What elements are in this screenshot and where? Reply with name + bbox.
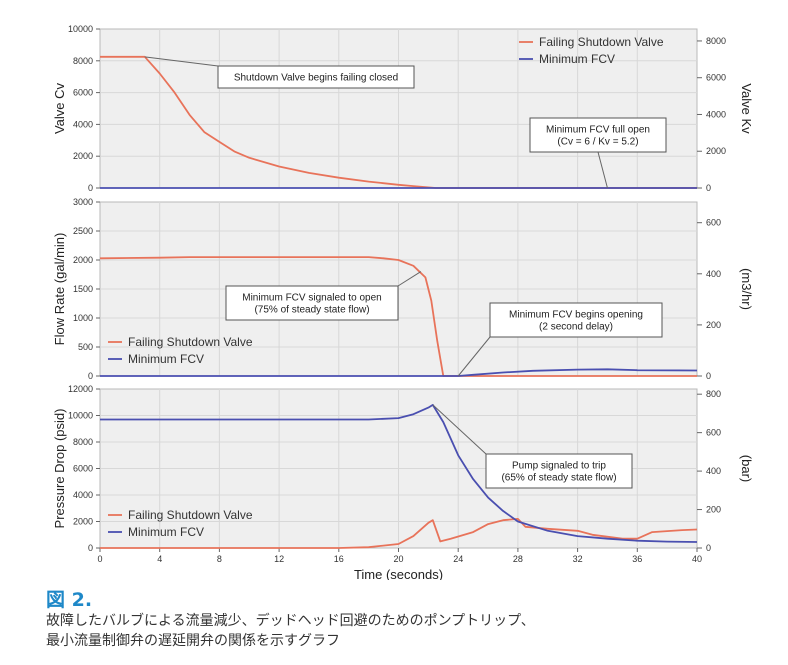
chart-figure: 020004000600080001000002000400060008000V… <box>52 24 754 580</box>
y-tick-label: 4000 <box>73 490 93 500</box>
y-tick-label: 8000 <box>73 56 93 66</box>
x-tick-label: 0 <box>97 554 102 564</box>
x-tick-label: 28 <box>513 554 523 564</box>
y-axis-label: Pressure Drop (psid) <box>52 409 67 529</box>
y2-tick-label: 4000 <box>706 109 726 119</box>
y2-tick-label: 400 <box>706 269 721 279</box>
legend-entry: Failing Shutdown Valve <box>128 508 253 522</box>
legend-entry: Minimum FCV <box>128 525 204 539</box>
annotation-box <box>217 65 415 89</box>
x-tick-label: 32 <box>573 554 583 564</box>
x-tick-label: 40 <box>692 554 702 564</box>
y-tick-label: 10000 <box>68 411 93 421</box>
y2-axis-label: (bar) <box>739 455 754 482</box>
y2-tick-label: 8000 <box>706 36 726 46</box>
legend-entry: Minimum FCV <box>128 352 204 366</box>
annotation-text: (2 second delay) <box>539 322 613 333</box>
y2-tick-label: 0 <box>706 183 711 193</box>
annotation-leader <box>457 336 491 377</box>
y2-tick-label: 0 <box>706 371 711 381</box>
y-tick-label: 0 <box>88 543 93 553</box>
annotation: Shutdown Valve begins failing closed <box>144 56 415 89</box>
legend-entry: Failing Shutdown Valve <box>539 35 664 49</box>
annotation-text: Pump signaled to trip <box>512 461 606 472</box>
annotation-text: Minimum FCV full open <box>546 125 650 136</box>
figure-label: 図 2. <box>46 589 93 611</box>
x-tick-label: 4 <box>157 554 162 564</box>
y-tick-label: 12000 <box>68 384 93 394</box>
y-tick-label: 500 <box>78 342 93 352</box>
series-line-minimum-fcv <box>100 404 697 543</box>
legend: Failing Shutdown Valve Minimum FCV <box>108 508 253 539</box>
y-tick-label: 2000 <box>73 255 93 265</box>
annotation-text: Minimum FCV signaled to open <box>242 293 382 304</box>
x-tick-label: 12 <box>274 554 284 564</box>
series-line-failing-shutdown-valve <box>100 518 697 549</box>
y-tick-label: 0 <box>88 371 93 381</box>
x-axis-label: Time (seconds) <box>354 567 443 580</box>
x-tick-label: 36 <box>632 554 642 564</box>
y-tick-label: 10000 <box>68 24 93 34</box>
y-tick-label: 1000 <box>73 313 93 323</box>
annotation-box <box>489 302 663 338</box>
figure-caption: 故障したバルブによる流量減少、デッドヘッド回避のためのポンプトリップ、 最小流量… <box>46 611 766 651</box>
y-tick-label: 3000 <box>73 197 93 207</box>
x-tick-label: 8 <box>217 554 222 564</box>
annotation-leader <box>144 56 219 67</box>
legend: Failing Shutdown Valve Minimum FCV <box>108 335 253 366</box>
y-tick-label: 1500 <box>73 284 93 294</box>
y2-tick-label: 2000 <box>706 146 726 156</box>
annotation-text: Minimum FCV begins opening <box>509 310 643 321</box>
y-tick-label: 6000 <box>73 464 93 474</box>
y-axis-label: Valve Cv <box>52 82 67 134</box>
y2-axis-label: (m3/hr) <box>739 268 754 310</box>
series-line-minimum-fcv <box>100 368 697 377</box>
annotation-box <box>485 453 633 489</box>
y-tick-label: 0 <box>88 183 93 193</box>
annotation-box <box>225 285 399 321</box>
caption-line-2: 最小流量制御弁の遅延開弁の関係を示すグラフ <box>46 633 340 649</box>
y2-tick-label: 6000 <box>706 73 726 83</box>
x-tick-label: 20 <box>393 554 403 564</box>
y-tick-label: 4000 <box>73 119 93 129</box>
y2-tick-label: 200 <box>706 320 721 330</box>
y-tick-label: 2500 <box>73 226 93 236</box>
annotation-box <box>529 117 667 153</box>
legend: Failing Shutdown Valve Minimum FCV <box>519 35 664 66</box>
annotation: Pump signaled to trip(65% of steady stat… <box>432 404 633 489</box>
y2-axis-label: Valve Kv <box>739 83 754 134</box>
annotation: Minimum FCV begins opening(2 second dela… <box>457 302 663 377</box>
y2-tick-label: 600 <box>706 218 721 228</box>
y2-tick-label: 600 <box>706 428 721 438</box>
x-tick-label: 24 <box>453 554 463 564</box>
annotation-text: (75% of steady state flow) <box>254 305 369 316</box>
series-line-failing-shutdown-valve <box>100 55 697 189</box>
x-tick-label: 16 <box>334 554 344 564</box>
annotation-leader <box>432 404 487 455</box>
chart-panel-1: 0 2000 4000 6000 8000 10000 0 2000 4000 6000 8000 V… <box>52 24 754 193</box>
annotation: Minimum FCV full open(Cv = 6 / Kv = 5.2) <box>529 117 667 189</box>
y2-tick-label: 200 <box>706 505 721 515</box>
y-tick-label: 8000 <box>73 437 93 447</box>
y-axis-label: Flow Rate (gal/min) <box>52 233 67 346</box>
annotation-text: (65% of steady state flow) <box>501 473 616 484</box>
chart-panel-3: 0200040006000800010000120000200400600800… <box>52 384 754 580</box>
y-tick-label: 6000 <box>73 88 93 98</box>
legend-entry: Failing Shutdown Valve <box>128 335 253 349</box>
y-tick-label: 2000 <box>73 151 93 161</box>
y2-tick-label: 800 <box>706 389 721 399</box>
chart-panel-2: 0 500 1000 1500 2000 2500 3000 0 200 400 600 Flow R… <box>52 197 754 381</box>
caption-line-1: 故障したバルブによる流量減少、デッドヘッド回避のためのポンプトリップ、 <box>46 613 535 629</box>
legend-entry: Minimum FCV <box>539 52 615 66</box>
annotation: Minimum FCV signaled to open(75% of stea… <box>225 271 422 321</box>
series-line-failing-shutdown-valve <box>100 256 697 377</box>
annotation-text: (Cv = 6 / Kv = 5.2) <box>557 137 638 148</box>
y2-tick-label: 400 <box>706 466 721 476</box>
annotation-leader <box>597 151 608 189</box>
y2-tick-label: 0 <box>706 543 711 553</box>
y-tick-label: 2000 <box>73 517 93 527</box>
annotation-text: Shutdown Valve begins failing closed <box>234 73 398 84</box>
annotation-leader <box>397 271 422 287</box>
